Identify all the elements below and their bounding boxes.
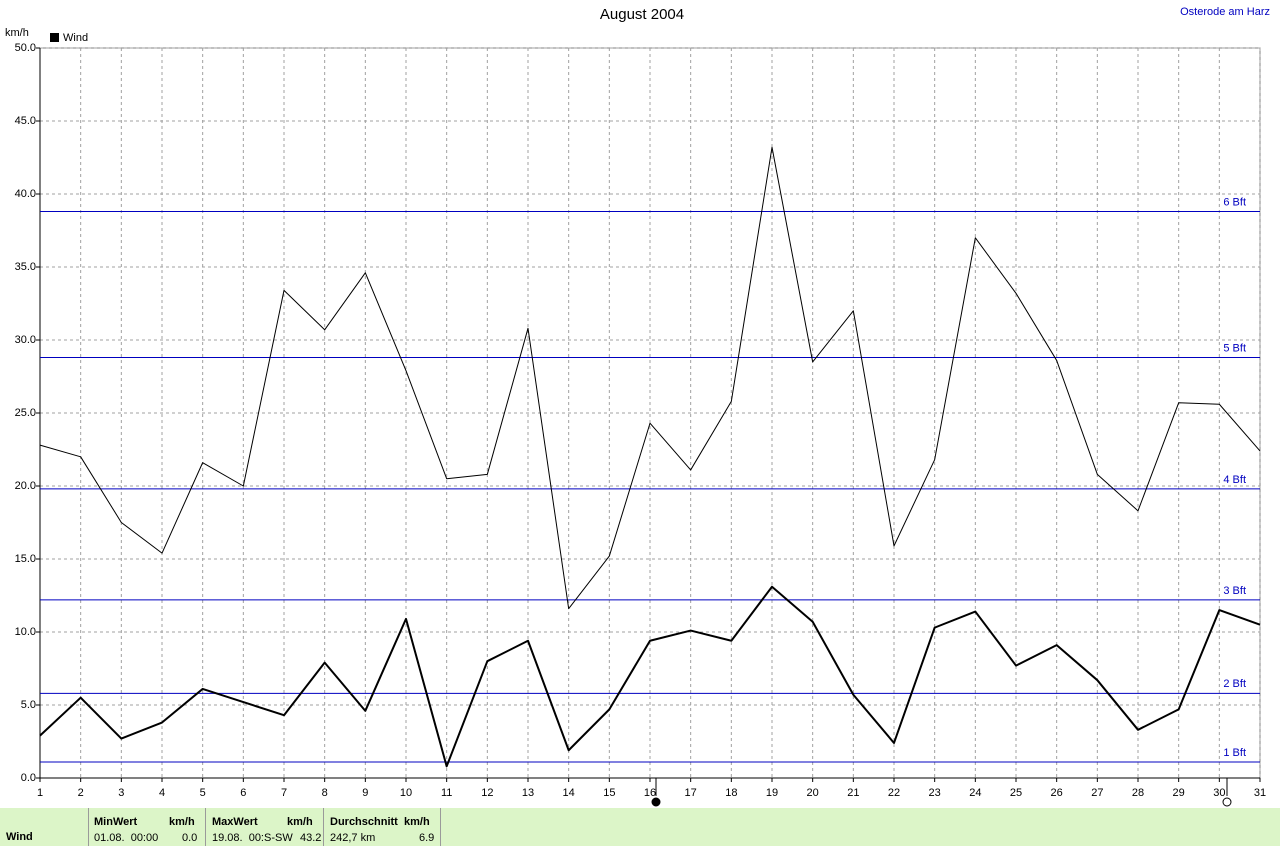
x-tick-label: 1 [37, 787, 43, 799]
x-tick-label: 11 [441, 787, 452, 799]
x-tick-label: 30 [1213, 787, 1225, 799]
x-tick-label: 19 [766, 787, 778, 799]
x-tick-label: 2 [78, 787, 84, 799]
col-header: MinWert [94, 816, 138, 828]
col-text: 01.08. 00:00 [94, 832, 159, 844]
separator [440, 808, 441, 846]
x-tick-label: 23 [929, 787, 941, 799]
x-tick-label: 17 [685, 787, 697, 799]
y-tick-label: 45.0 [15, 115, 36, 127]
col-value: 43.2 [300, 832, 322, 844]
y-tick-label: 0.0 [21, 772, 36, 784]
y-tick-label: 40.0 [15, 188, 36, 200]
ref-label: 5 Bft [1223, 342, 1246, 354]
y-tick-label: 10.0 [15, 626, 36, 638]
x-tick-label: 3 [118, 787, 124, 799]
x-tick-label: 12 [481, 787, 493, 799]
row-label: Wind [6, 831, 33, 843]
x-tick-label: 10 [400, 787, 412, 799]
x-tick-label: 21 [847, 787, 859, 799]
x-tick-label: 29 [1173, 787, 1185, 799]
col-value: 6.9 [419, 832, 435, 844]
ref-label: 4 Bft [1223, 474, 1246, 486]
moon-new [1222, 797, 1232, 807]
x-tick-label: 15 [603, 787, 615, 799]
x-tick-label: 27 [1091, 787, 1103, 799]
x-tick-label: 20 [807, 787, 819, 799]
ref-label: 3 Bft [1223, 585, 1246, 597]
location: Osterode am Harz [1180, 6, 1270, 18]
x-tick-label: 22 [888, 787, 900, 799]
footer: Wind MinWert km/h 01.08. 00:00 0.0 MaxWe… [0, 808, 1280, 846]
moon-full [651, 797, 661, 807]
col-value: 0.0 [182, 832, 198, 844]
chart: August 2004 Osterode am Harz km/h Wind 0… [0, 0, 1280, 808]
data-line [39, 585, 1261, 768]
x-tick-label: 6 [240, 787, 246, 799]
separator [88, 808, 89, 846]
col-text: 242,7 km [330, 832, 376, 844]
x-tick-label: 14 [563, 787, 575, 799]
col-unit: km/h [169, 816, 195, 828]
x-tick-label: 28 [1132, 787, 1144, 799]
col-text: 19.08. 00:S-SW [212, 832, 293, 844]
x-tick-label: 4 [159, 787, 165, 799]
col-unit: km/h [404, 816, 430, 828]
legend-label: Wind [63, 32, 88, 44]
y-tick-label: 20.0 [15, 480, 36, 492]
x-tick-label: 13 [522, 787, 534, 799]
y-tick-label: 35.0 [15, 261, 36, 273]
x-tick-label: 26 [1051, 787, 1063, 799]
x-tick-label: 31 [1254, 787, 1266, 799]
background [0, 0, 1280, 808]
y-tick-label: 15.0 [15, 553, 36, 565]
separator [205, 808, 206, 846]
col-header: Durchschnitt [330, 816, 398, 828]
ref-label: 1 Bft [1223, 747, 1246, 759]
chart-title: August 2004 [600, 6, 684, 23]
x-tick-label: 24 [969, 787, 981, 799]
x-tick-label: 16 [644, 787, 656, 799]
ref-label: 2 Bft [1223, 678, 1246, 690]
y-tick-label: 30.0 [15, 334, 36, 346]
y-axis-label: km/h [5, 27, 29, 39]
x-tick-label: 18 [725, 787, 737, 799]
x-tick-label: 9 [362, 787, 368, 799]
data-line [39, 146, 1261, 610]
ref-label: 6 Bft [1223, 196, 1246, 208]
x-tick-label: 25 [1010, 787, 1022, 799]
legend-swatch [50, 33, 59, 42]
y-tick-label: 5.0 [21, 699, 36, 711]
x-tick-label: 7 [281, 787, 287, 799]
x-tick-label: 8 [322, 787, 328, 799]
col-header: MaxWert [212, 816, 258, 828]
y-tick-label: 25.0 [15, 407, 36, 419]
y-tick-label: 50.0 [15, 42, 36, 54]
separator [323, 808, 324, 846]
col-unit: km/h [287, 816, 313, 828]
x-tick-label: 5 [200, 787, 206, 799]
